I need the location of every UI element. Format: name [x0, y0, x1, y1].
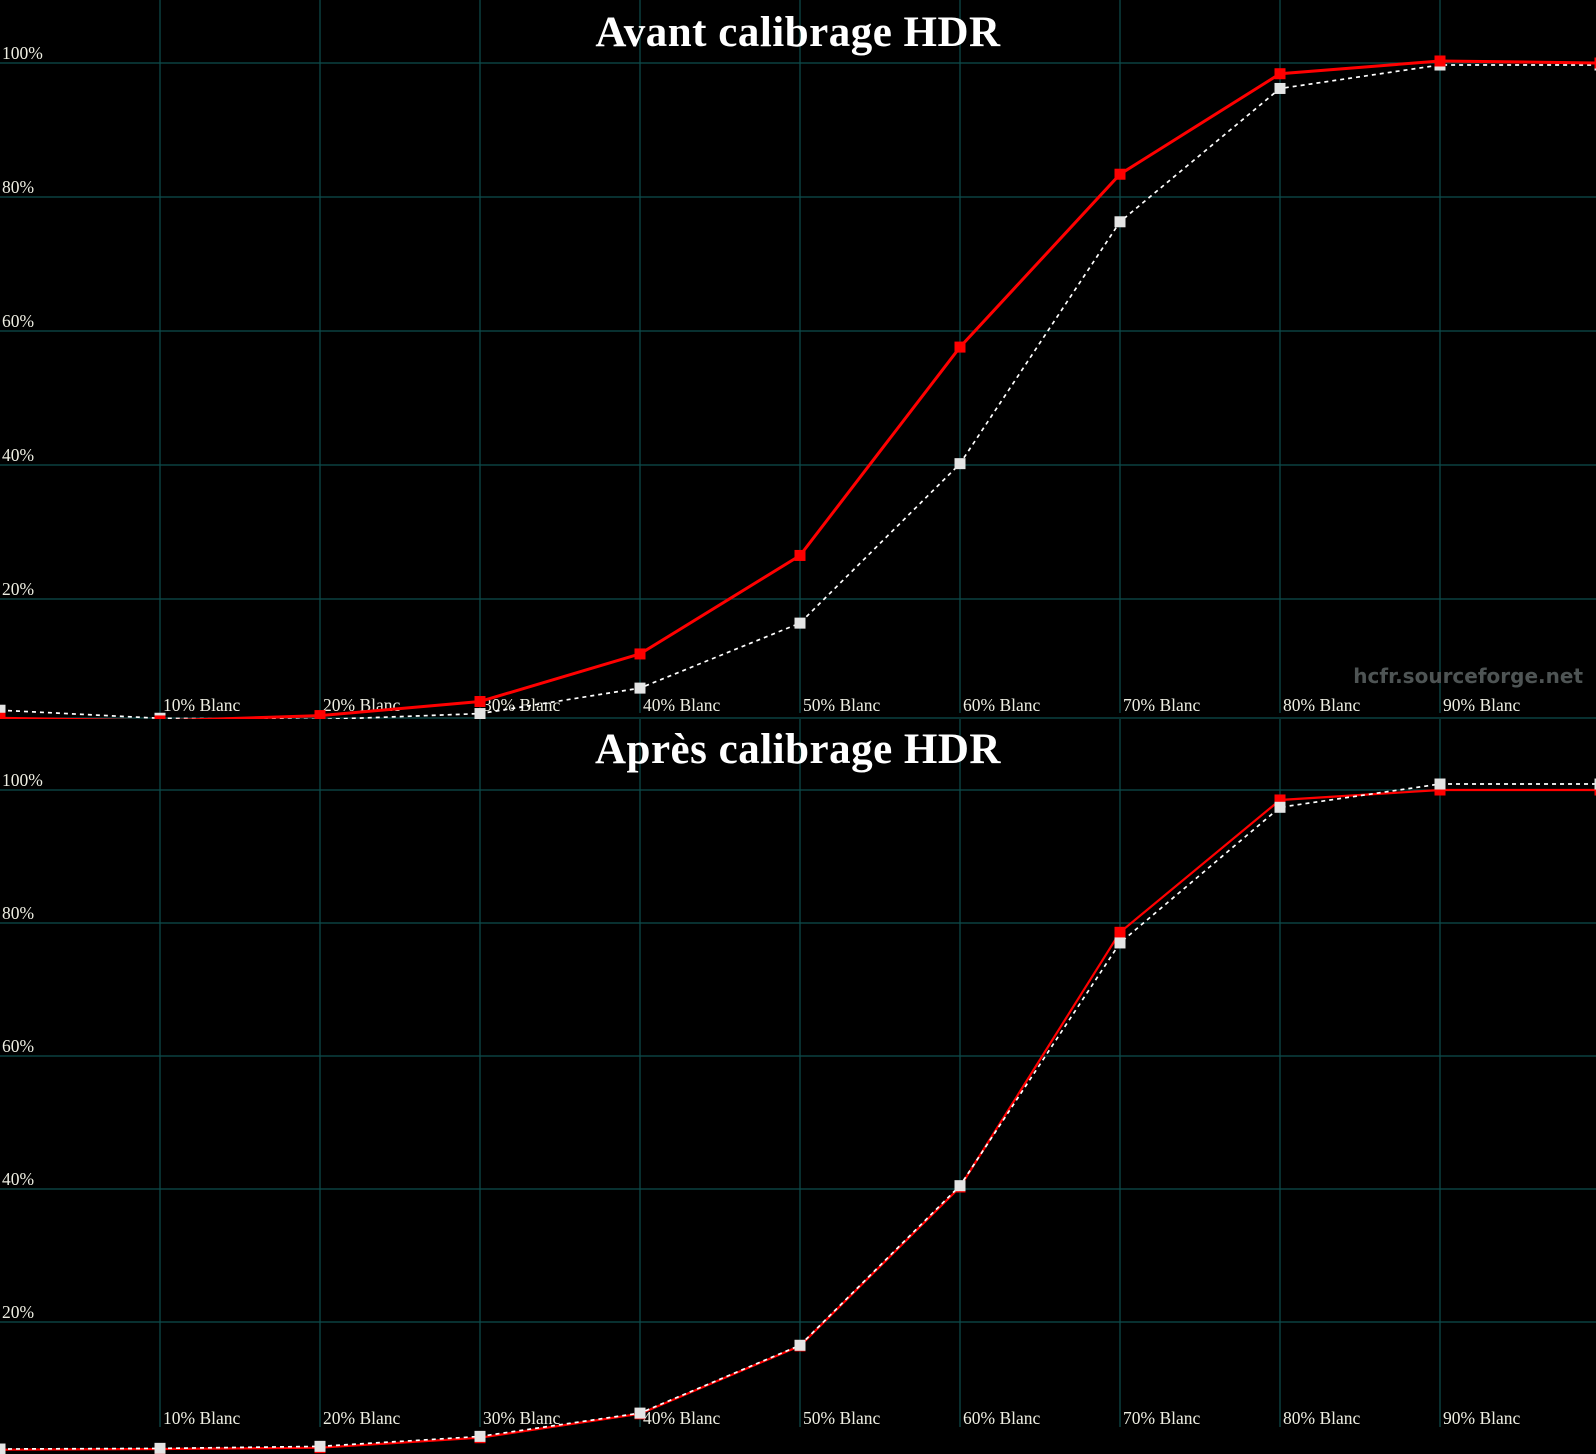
- reference-white-dashed-line: [0, 783, 1596, 1450]
- y-tick-label: 20%: [2, 1302, 34, 1322]
- x-tick-label: 20% Blanc: [323, 1408, 401, 1428]
- series-measured-red-solid: [0, 784, 1596, 1454]
- x-tick-label: 80% Blanc: [1283, 695, 1361, 715]
- x-tick-label: 70% Blanc: [1123, 695, 1201, 715]
- reference-white-dashed-line: [0, 64, 1596, 719]
- x-tick-label: 40% Blanc: [643, 695, 721, 715]
- x-tick-label: 50% Blanc: [803, 695, 881, 715]
- axis-labels: 100%80%60%40%20%10% Blanc 20% Blanc 30% Bl…: [2, 43, 1521, 715]
- x-tick-label: 30% Blanc: [483, 1408, 561, 1428]
- measured-red-solid-marker: [0, 712, 6, 719]
- measured-red-solid-marker: [1274, 68, 1286, 80]
- reference-white-dashed-marker: [0, 704, 6, 716]
- reference-white-dashed-marker: [954, 1180, 966, 1192]
- chart-apres-calibrage: Après calibrage HDR 100% 80% 60% 40% 20% 10% …: [0, 719, 1596, 1454]
- reference-white-dashed-marker: [154, 1442, 166, 1454]
- measured-red-solid-marker: [474, 696, 486, 708]
- x-tick-label: 90% Blanc: [1443, 695, 1521, 715]
- reference-white-dashed-marker: [1594, 778, 1596, 790]
- x-tick-label: 80% Blanc: [1283, 1408, 1361, 1428]
- x-tick-label: 90% Blanc: [1443, 1408, 1521, 1428]
- grid: [0, 719, 1596, 1427]
- y-tick-label: 100%: [2, 770, 43, 790]
- chart-avant-calibrage: Avant calibrage HDR 100% 80% 60% 40% 20% 10% …: [0, 0, 1596, 719]
- reference-white-dashed-marker: [1114, 937, 1126, 949]
- x-tick-label: 70% Blanc: [1123, 1408, 1201, 1428]
- reference-white-dashed-marker: [474, 1430, 486, 1442]
- series-reference-white-dashed: [0, 59, 1596, 719]
- reference-white-dashed-marker: [1274, 801, 1286, 813]
- measured-red-solid-marker: [634, 648, 646, 660]
- measured-red-solid-marker: [794, 549, 806, 561]
- x-tick-label: 60% Blanc: [963, 695, 1041, 715]
- y-tick-label: 40%: [2, 1169, 34, 1189]
- measured-red-solid-marker: [314, 710, 326, 719]
- measured-red-solid-marker: [1594, 784, 1596, 796]
- x-tick-label: 10% Blanc: [163, 695, 241, 715]
- axis-labels: 100% 80% 60% 40% 20% 10% Blanc 20% Blanc 30% Bl…: [2, 770, 1521, 1428]
- measured-red-solid-marker: [1434, 784, 1446, 796]
- x-tick-label: 60% Blanc: [963, 1408, 1041, 1428]
- measured-red-solid-marker: [1114, 168, 1126, 180]
- reference-white-dashed-marker: [1114, 216, 1126, 228]
- measured-red-solid-marker: [954, 341, 966, 353]
- x-tick-label: 50% Blanc: [803, 1408, 881, 1428]
- reference-white-dashed-marker: [314, 1440, 326, 1452]
- y-tick-label: 80%: [2, 903, 34, 923]
- y-tick-label: 100%: [2, 43, 43, 63]
- chart-plot-apres: 100% 80% 60% 40% 20% 10% Blanc 20% Blanc 30% Bl…: [0, 719, 1596, 1454]
- y-tick-label: 20%: [2, 579, 34, 599]
- measured-red-solid-marker: [1594, 57, 1596, 69]
- chart-plot-avant: 100%80%60%40%20%10% Blanc 20% Blanc 30% Bl…: [0, 0, 1596, 719]
- x-tick-label: 10% Blanc: [163, 1408, 241, 1428]
- x-tick-label: 40% Blanc: [643, 1408, 721, 1428]
- y-tick-label: 60%: [2, 311, 34, 331]
- reference-white-dashed-marker: [634, 682, 646, 694]
- grid: [0, 0, 1596, 719]
- series-measured-red-solid: [0, 55, 1596, 719]
- reference-white-dashed-marker: [1434, 778, 1446, 790]
- y-tick-label: 80%: [2, 177, 34, 197]
- reference-white-dashed-marker: [474, 708, 486, 719]
- measured-red-solid-marker: [154, 715, 166, 719]
- reference-white-dashed-marker: [1274, 82, 1286, 94]
- x-tick-label: 30% Blanc: [483, 695, 561, 715]
- measured-red-solid-marker: [1114, 926, 1126, 938]
- reference-white-dashed-marker: [954, 458, 966, 470]
- reference-white-dashed-marker: [794, 617, 806, 629]
- measured-red-solid-marker: [1434, 55, 1446, 67]
- y-tick-label: 60%: [2, 1036, 34, 1056]
- reference-white-dashed-marker: [634, 1407, 646, 1419]
- y-tick-label: 40%: [2, 445, 34, 465]
- reference-white-dashed-marker: [0, 1443, 6, 1454]
- reference-white-dashed-marker: [794, 1339, 806, 1351]
- series-reference-white-dashed: [0, 778, 1596, 1454]
- measured-red-solid-marker: [1274, 794, 1286, 806]
